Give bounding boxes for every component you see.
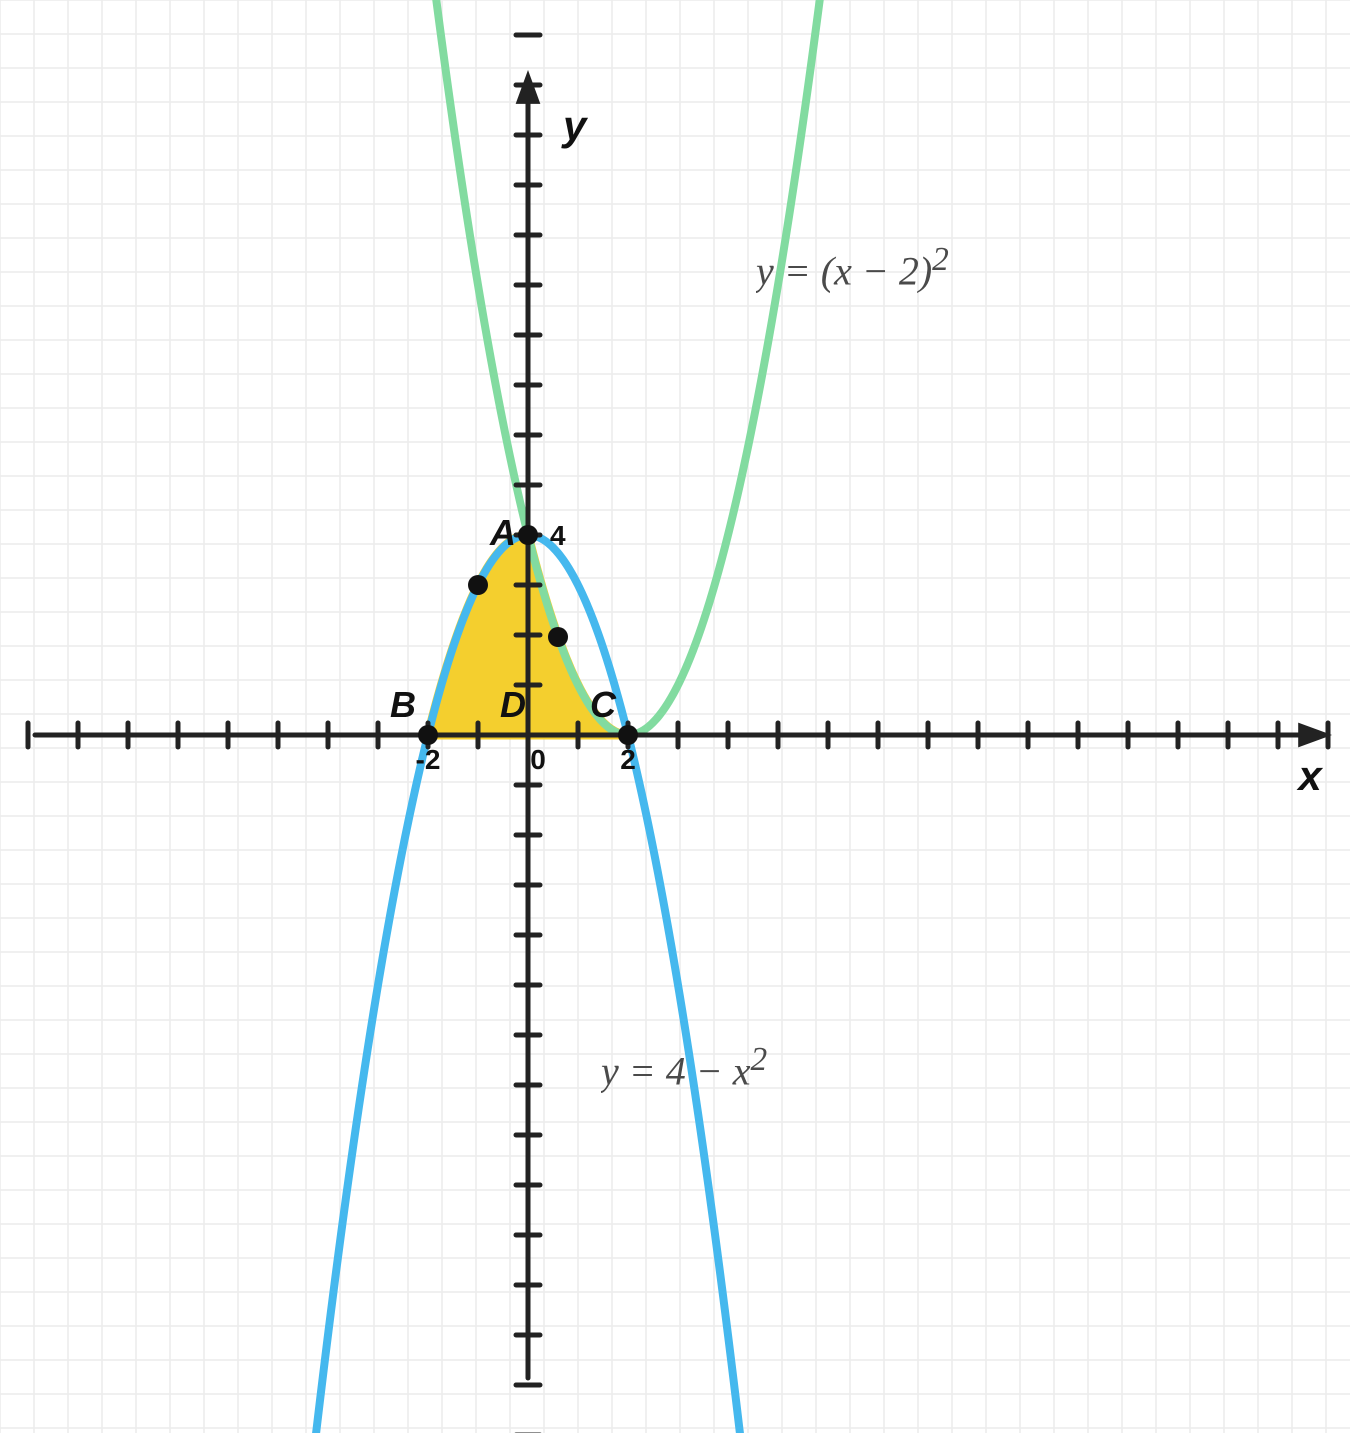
x-tick-label: -2 <box>416 744 441 775</box>
chart-svg: -2 0 2 4 x y y = (x − 2)2 y = 4 − x2 A B C D <box>0 0 1350 1433</box>
y-tick-label: 4 <box>550 520 566 551</box>
point-label-C: C <box>590 684 617 725</box>
y-axis-label: y <box>561 102 589 149</box>
point-A <box>518 525 538 545</box>
point-C <box>618 725 638 745</box>
point-label-B: B <box>390 684 416 725</box>
blue-parabola-label: y = 4 − x2 <box>601 1041 1001 1121</box>
x-tick-label: 0 <box>530 744 546 775</box>
x-axis-label: x <box>1296 752 1323 799</box>
green-parabola-label: y = (x − 2)2 <box>756 241 1156 321</box>
point-label-A: A <box>489 512 516 553</box>
point-B <box>418 725 438 745</box>
point-p2 <box>548 627 568 647</box>
chart-background <box>0 0 1350 1433</box>
point-p1 <box>468 575 488 595</box>
point-label-D: D <box>500 684 526 725</box>
x-tick-label: 2 <box>620 744 636 775</box>
chart-container: -2 0 2 4 x y y = (x − 2)2 y = 4 − x2 A B C D <box>0 0 1350 1433</box>
